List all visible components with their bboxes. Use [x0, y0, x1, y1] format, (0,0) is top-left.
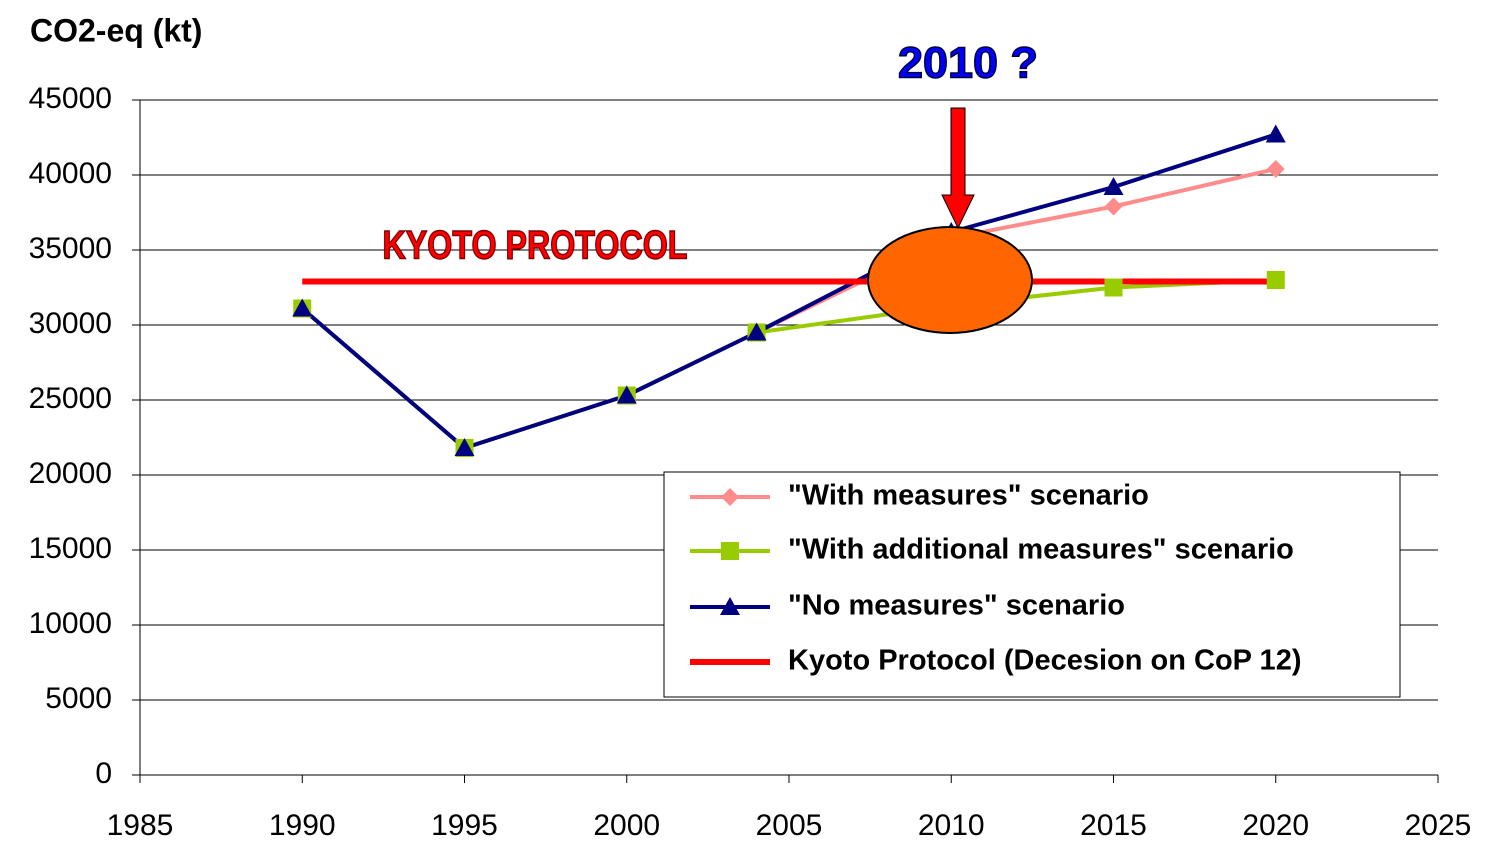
x-tick-label: 1990 [269, 809, 336, 842]
marker [1104, 278, 1123, 297]
y-axis-label: CO2-eq (kt) [30, 12, 202, 48]
marker [1104, 197, 1123, 216]
x-tick-label: 1985 [107, 809, 174, 842]
x-tick-label: 2015 [1080, 809, 1147, 842]
y-tick-label: 45000 [29, 82, 112, 115]
series-line [300, 167, 1277, 450]
legend-marker [721, 542, 739, 560]
x-tick-label: 2005 [756, 809, 823, 842]
x-tick-label: 1995 [431, 809, 498, 842]
y-tick-label: 5000 [45, 682, 112, 715]
legend-label: "No measures" scenario [788, 590, 1125, 622]
y-tick-label: 0 [95, 757, 112, 790]
marker [1266, 271, 1285, 289]
series-line [300, 132, 1277, 450]
legend-label: "With measures" scenario [788, 480, 1149, 512]
y-tick-label: 20000 [29, 457, 112, 490]
series-line [300, 278, 1276, 450]
legend-box [663, 471, 1401, 698]
y-tick-label: 25000 [29, 382, 112, 415]
annotation: KYOTO PROTOCOL [383, 224, 688, 268]
marker [746, 322, 767, 341]
marker [454, 438, 475, 456]
marker [1265, 124, 1286, 143]
y-tick-label: 10000 [29, 607, 112, 640]
x-tick-label: 2010 [918, 809, 985, 842]
marker [1103, 177, 1124, 195]
legend-marker [721, 488, 739, 506]
y-tick-label: 40000 [29, 157, 112, 190]
x-tick-label: 2020 [1242, 809, 1309, 842]
y-tick-label: 35000 [29, 232, 112, 265]
x-tick-label: 2025 [1405, 809, 1472, 842]
highlight-ellipse [867, 226, 1033, 334]
legend-marker [720, 597, 740, 615]
annotation: 2010 ? [898, 39, 1038, 88]
marker [616, 385, 637, 404]
y-tick-label: 30000 [29, 307, 112, 340]
x-tick-label: 2000 [593, 809, 660, 842]
y-tick-label: 15000 [29, 532, 112, 565]
arrow [941, 107, 975, 230]
marker [292, 298, 313, 317]
legend-label: "With additional measures" scenario [788, 534, 1294, 566]
legend-label: Kyoto Protocol (Decesion on CoP 12) [788, 645, 1301, 677]
marker [1266, 160, 1285, 178]
